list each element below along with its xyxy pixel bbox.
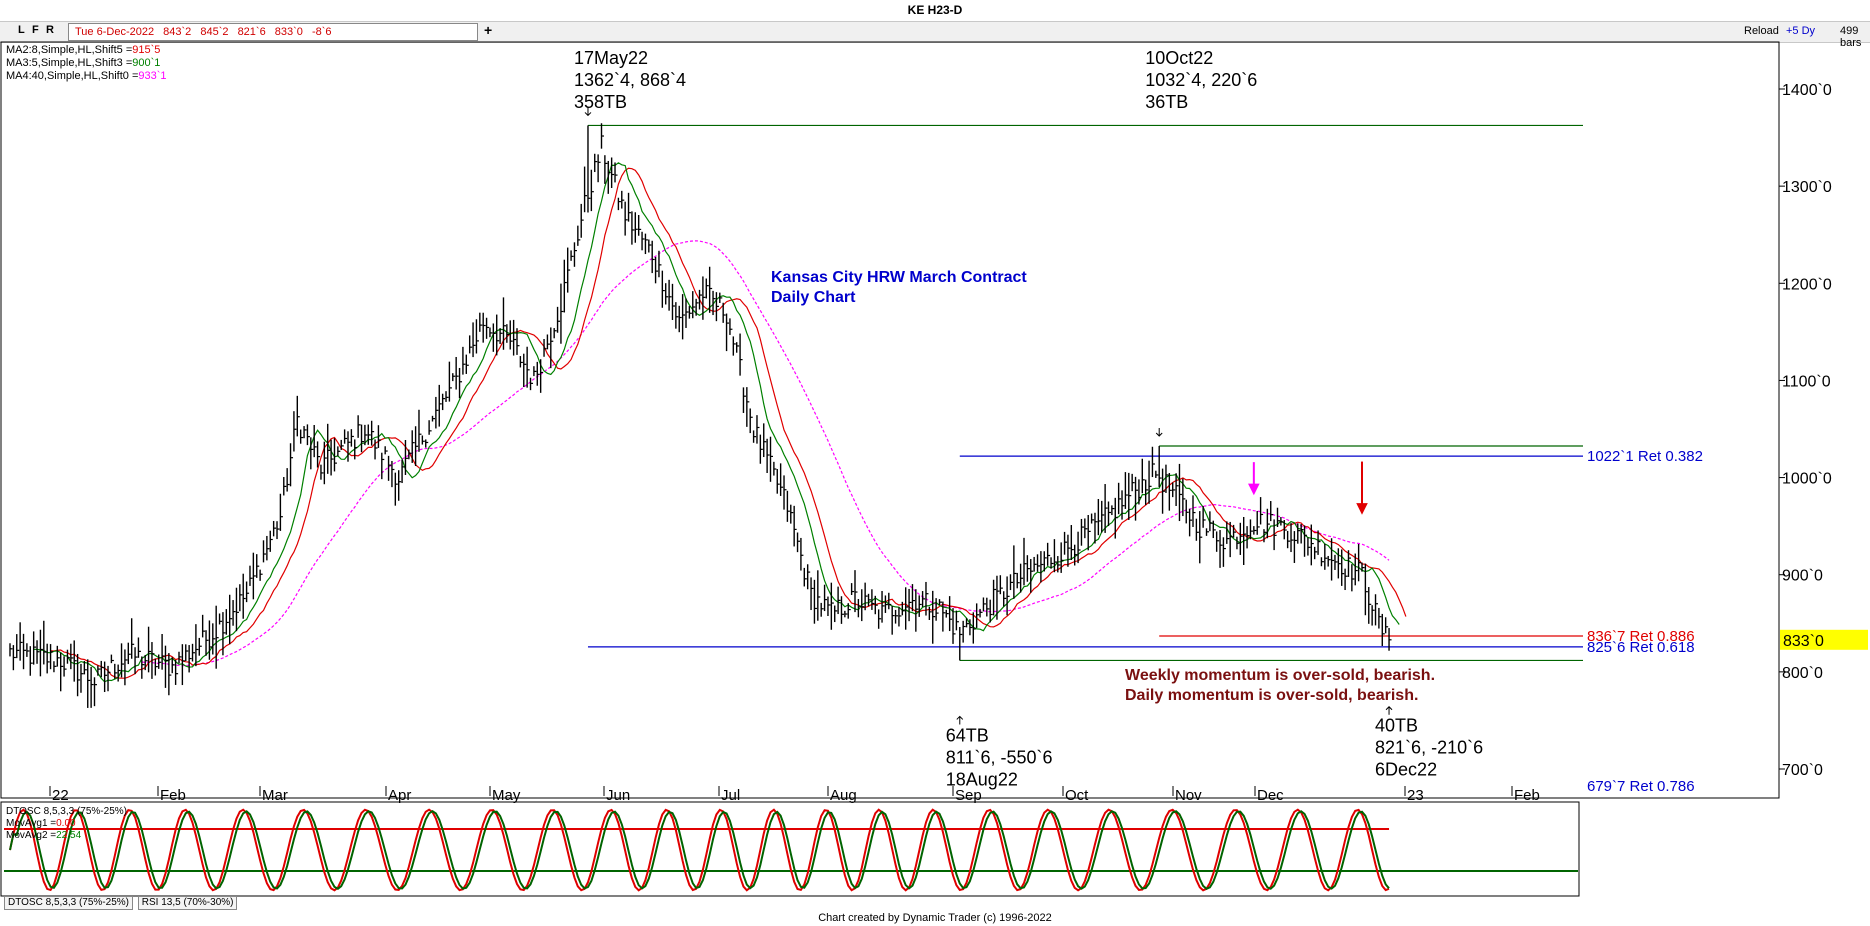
y-tick-label: 1100`0 (1782, 373, 1831, 390)
x-tick-label: Jun (606, 787, 630, 804)
y-tick-label: 900`0 (1782, 568, 1823, 585)
movavg2-legend: MovAvg2 =22.54 (6, 830, 82, 841)
price-bars (9, 123, 1392, 708)
quote-open: 843`2 (163, 26, 192, 38)
indicator-tabs: DTOSC 8,5,3,3 (75%-25%) RSI 13,5 (70%-30… (4, 896, 239, 910)
low-annotation: 821`6, -210`6 (1375, 738, 1483, 758)
oscillator-name: DTOSC 8,5,3,3 (75%-25%) (6, 806, 127, 817)
y-tick-label: 1400`0 (1782, 82, 1832, 99)
quote-date: Tue 6-Dec-2022 (75, 26, 155, 38)
x-tick-label: Jul (721, 787, 740, 804)
last-price-marker (1780, 629, 1868, 650)
ma2-legend: MA2:8,Simple,HL,Shift5 =915`5 (6, 44, 160, 56)
low-annotation: 811`6, -550`6 (946, 747, 1053, 767)
x-tick-label: 22 (52, 787, 69, 804)
level-label: 1022`1 Ret 0.382 (1587, 448, 1703, 465)
osc-fast-line (9, 808, 1390, 892)
y-tick-label: 1000`0 (1782, 471, 1832, 488)
ma4-legend: MA4:40,Simple,HL,Shift0 =933`1 (6, 70, 167, 82)
y-tick-label: 800`0 (1782, 665, 1823, 682)
chart-title: Kansas City HRW March Contract (771, 269, 1027, 286)
chart-subtitle: Daily Chart (771, 289, 856, 306)
last-price-label: 833`0 (1783, 633, 1824, 650)
x-tick-label: Aug (830, 787, 857, 804)
ma4-line (141, 240, 1390, 667)
x-tick-label: Feb (1514, 787, 1540, 804)
quote-change: -8`6 (311, 26, 332, 38)
movavg1-legend: MovAvg1 =0.00 (6, 818, 76, 829)
x-tick-label: May (492, 787, 521, 804)
pointer-arrow-head (1248, 483, 1260, 496)
low-annotation: 40TB (1375, 716, 1418, 736)
low-annotation: 64TB (946, 725, 989, 745)
x-tick-label: Dec (1257, 787, 1284, 804)
y-tick-label: 1300`0 (1782, 179, 1832, 196)
low-arrow (1385, 706, 1393, 715)
time-axis: 22 Feb Mar Apr May Jun Jul Aug Sep Oct Nov Dec 23 Feb (49, 786, 1540, 804)
x-tick-label: 23 (1407, 787, 1424, 804)
ma3-legend: MA3:5,Simple,HL,Shift3 =900`1 (6, 57, 160, 69)
low-arrow (956, 715, 964, 725)
level-label: 836`7 Ret 0.886 (1587, 628, 1695, 645)
high-annotation: 10Oct22 (1145, 48, 1213, 68)
pointer-arrow-head (1356, 503, 1368, 515)
add-icon[interactable]: + (484, 22, 493, 38)
oscillator-frame (0, 801, 1580, 897)
low-annotation: 6Dec22 (1375, 760, 1437, 780)
weekly-momentum-text: Weekly momentum is over-sold, bearish. (1125, 667, 1435, 684)
tab-dtosc[interactable]: DTOSC 8,5,3,3 (75%-25%) (4, 896, 133, 910)
x-tick-label: Sep (955, 787, 982, 804)
high-arrow (1155, 428, 1163, 437)
osc-slow-line (9, 810, 1390, 890)
daily-momentum-text: Daily momentum is over-sold, bearish. (1125, 687, 1418, 704)
price-axis: 1400`0 1300`0 1200`0 1100`0 1000`0 900`0 800`0… (1779, 82, 1868, 779)
ma2-line (50, 167, 1407, 679)
refresh-button[interactable]: R (46, 24, 54, 36)
file-button[interactable]: F (32, 24, 39, 36)
x-tick-label: Feb (160, 787, 186, 804)
quote-high: 845`2 (200, 26, 229, 38)
level-label-cut: 679`7 Ret 0.786 (1587, 778, 1695, 795)
window-title: KE H23-D (0, 0, 1870, 20)
low-annotation: 18Aug22 (946, 769, 1018, 789)
quote-low: 821`6 (237, 26, 266, 38)
range-button[interactable]: +5 Dy (1786, 25, 1816, 37)
quote-close: 833`0 (274, 26, 303, 38)
chart-frame (0, 41, 1780, 799)
high-annotation: 17May22 (574, 48, 648, 68)
ma3-line (33, 162, 1400, 683)
reload-button[interactable]: Reload (1744, 25, 1779, 37)
x-tick-label: Oct (1065, 787, 1089, 804)
high-annotation: 1032`4, 220`6 (1145, 70, 1257, 90)
high-annotation: 1362`4, 868`4 (574, 70, 686, 90)
bars-count: 499 bars (1840, 25, 1862, 49)
x-tick-label: Mar (262, 787, 288, 804)
oscillator-panel (4, 808, 1578, 892)
y-tick-label: 700`0 (1782, 762, 1823, 779)
high-arrow (584, 107, 592, 117)
quote-box: Tue 6-Dec-2022 843`2 845`2 821`6 833`0 -… (68, 23, 478, 41)
x-tick-label: Apr (388, 787, 411, 804)
tab-rsi[interactable]: RSI 13,5 (70%-30%) (137, 896, 238, 910)
x-tick-label: Nov (1175, 787, 1202, 804)
high-annotation: 36TB (1145, 92, 1188, 112)
high-annotation: 358TB (574, 92, 627, 112)
y-tick-label: 1200`0 (1782, 276, 1832, 293)
level-label: 825`6 Ret 0.618 (1587, 639, 1695, 656)
line-button[interactable]: L (18, 24, 25, 36)
footer-credit: Chart created by Dynamic Trader (c) 1996… (818, 912, 1052, 924)
